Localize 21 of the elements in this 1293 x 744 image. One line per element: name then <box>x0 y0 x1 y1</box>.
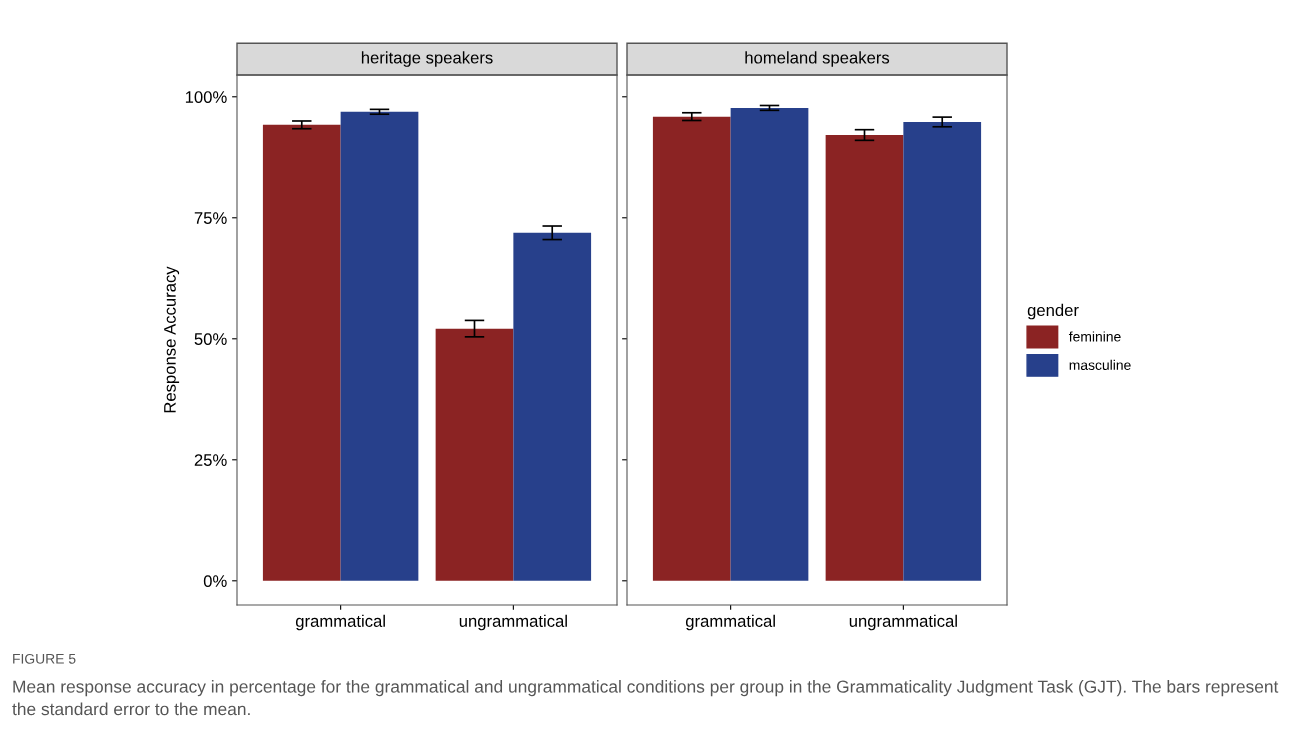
chart-title: homeland speakers <box>745 51 890 67</box>
x-tick-label: grammatical <box>295 614 385 631</box>
bar <box>435 328 514 581</box>
bar <box>262 124 341 581</box>
chart-title: heritage speakers <box>361 51 493 67</box>
x-tick-label: ungrammatical <box>849 614 957 631</box>
legend-title: gender <box>1027 303 1079 320</box>
legend-label: masculine <box>1069 359 1131 370</box>
bar <box>513 232 592 581</box>
bar <box>340 111 419 581</box>
y-axis-title: Response Accuracy <box>164 266 180 413</box>
y-tick-label: 100% <box>185 91 227 103</box>
x-tick-label: grammatical <box>685 614 775 631</box>
y-tick-label: 75% <box>194 212 227 224</box>
text: Mean response accuracy in percentage for the grammatical and ungrammatical conditions per group in the Grammaticality Judgment Task (GJT). The bars represent the standard error to the mean. <box>12 680 1279 716</box>
y-tick-label: 25% <box>194 454 227 466</box>
x-tick-label: ungrammatical <box>459 614 567 631</box>
caption: FIGURE 5 <box>13 653 76 664</box>
legend-label: feminine <box>1068 331 1121 342</box>
y-tick-label: 50% <box>194 333 227 345</box>
y-tick-label: 0% <box>203 575 227 587</box>
